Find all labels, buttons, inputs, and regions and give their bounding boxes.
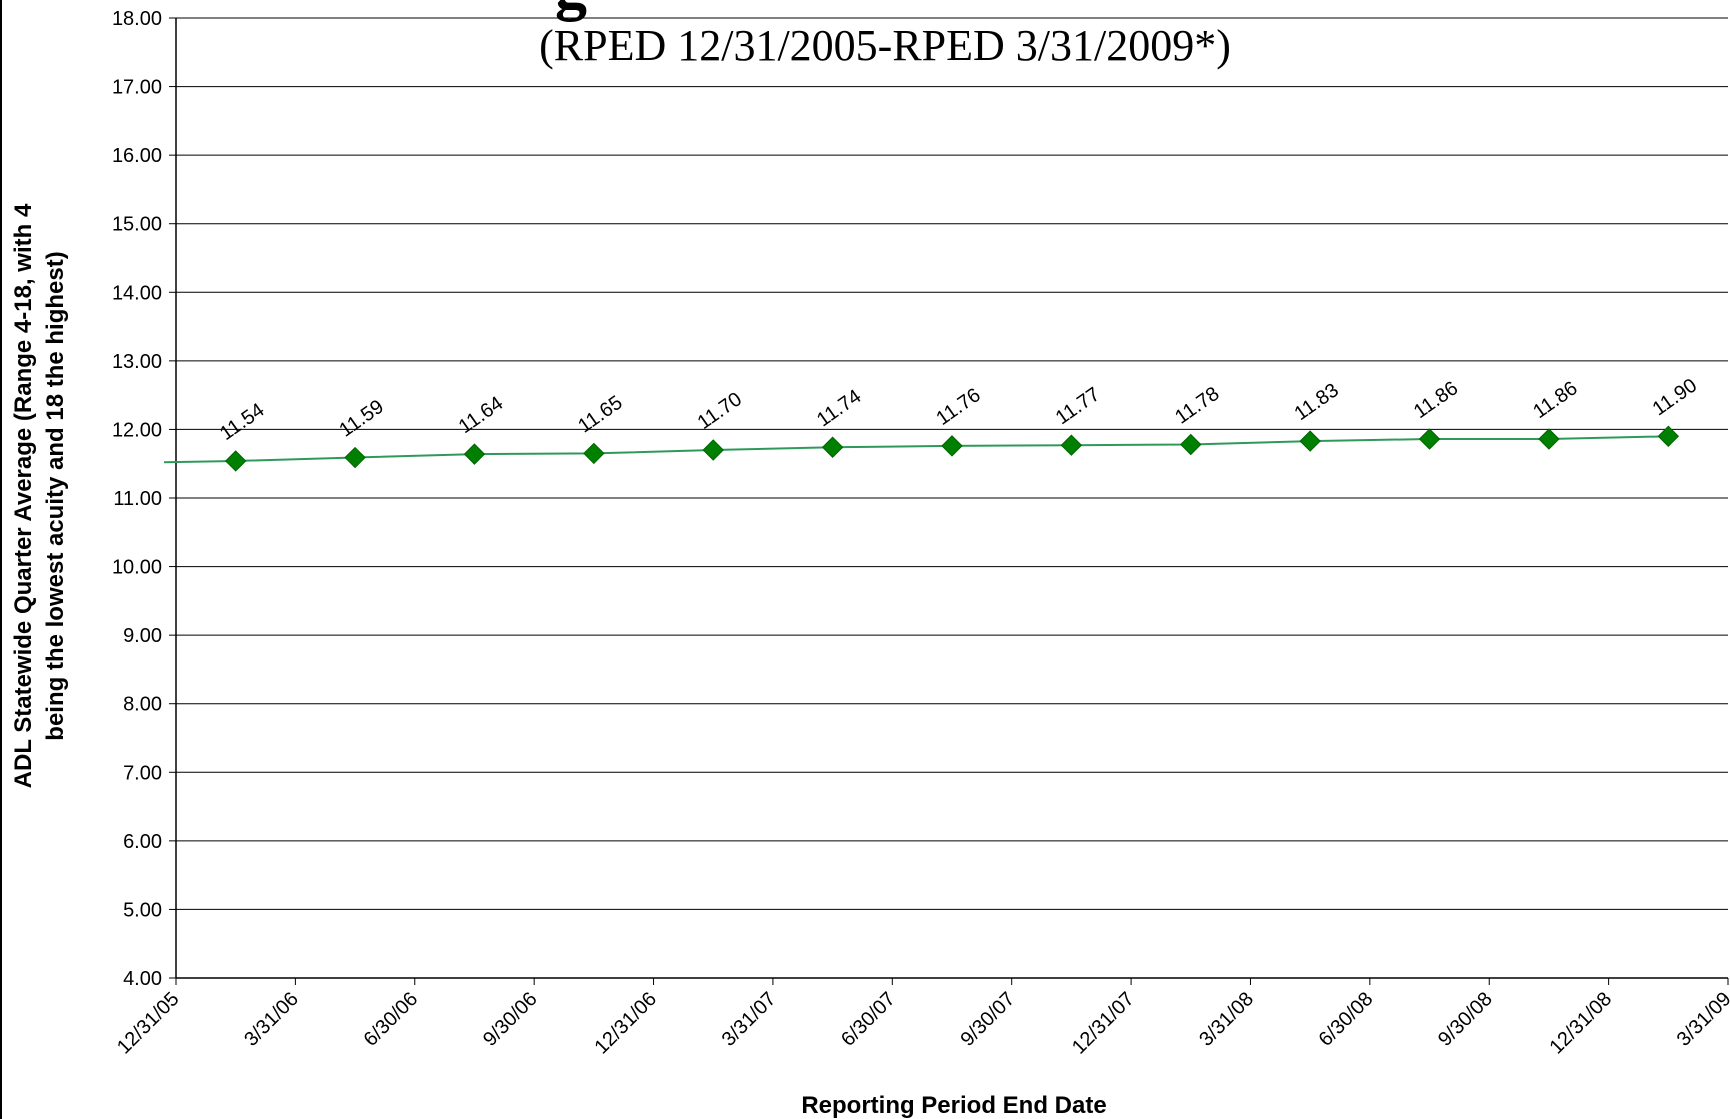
data-point [1418, 428, 1441, 450]
y-axis-title-line-2: being the lowest acuity and 18 the highe… [42, 251, 69, 740]
data-label: 11.78 [1171, 383, 1223, 429]
x-tick-label: 3/31/08 [1195, 988, 1258, 1051]
data-label: 11.77 [1052, 383, 1104, 429]
data-label: 11.76 [932, 384, 984, 430]
x-tick-label: 9/30/06 [479, 988, 542, 1051]
data-label: 11.65 [574, 392, 626, 438]
x-axis-title: Reporting Period End Date [801, 1092, 1106, 1119]
x-tick-label: 3/31/09 [1673, 988, 1730, 1051]
y-tick-label: 15.00 [112, 214, 162, 236]
data-point [463, 443, 486, 465]
x-tick-labels: 12/31/05 3/31/06 6/30/06 9/30/06 12/31/06 3/3… [113, 988, 1730, 1059]
y-tick-label: 10.00 [112, 557, 162, 579]
data-label: 11.86 [1529, 377, 1581, 423]
axes [169, 17, 1729, 985]
y-tick-label: 18.00 [112, 8, 162, 30]
y-tick-labels: 4.00 5.00 6.00 7.00 8.00 9.00 10.00 11.00 12.00 1… [112, 8, 162, 990]
title-fragment: g [555, 0, 587, 22]
x-tick-label: 6/30/06 [360, 988, 423, 1051]
gridlines [176, 17, 1728, 910]
data-point [1060, 434, 1083, 456]
data-label: 11.74 [813, 385, 865, 431]
data-point [344, 446, 366, 469]
series-line [163, 435, 1669, 464]
x-tick-label: 12/31/06 [590, 988, 661, 1059]
data-point [941, 435, 963, 457]
y-axis-title-line-1: ADL Statewide Quarter Average (Range 4-1… [10, 203, 37, 788]
x-tick-label: 9/30/08 [1434, 988, 1497, 1051]
y-tick-label: 17.00 [112, 77, 162, 99]
y-tick-label: 6.00 [123, 831, 162, 853]
chart-subtitle: (RPED 12/31/2005-RPED 3/31/2009*) [539, 21, 1231, 70]
y-tick-label: 5.00 [123, 899, 162, 921]
y-tick-label: 12.00 [112, 419, 162, 441]
y-tick-label: 16.00 [112, 145, 162, 167]
data-point [583, 442, 605, 465]
y-axis-title: ADL Statewide Quarter Average (Range 4-1… [10, 203, 69, 788]
y-tick-label: 7.00 [123, 762, 162, 784]
data-label: 11.64 [455, 392, 507, 438]
x-tick-label: 6/30/08 [1315, 988, 1378, 1051]
x-tick-label: 12/31/08 [1546, 988, 1617, 1059]
y-tick-label: 13.00 [112, 351, 162, 373]
data-point [1538, 428, 1560, 450]
x-tick-label: 3/31/07 [718, 988, 781, 1051]
data-point [1180, 433, 1202, 456]
x-tick-label: 9/30/07 [956, 988, 1019, 1051]
data-point [702, 439, 724, 461]
data-point [1299, 430, 1321, 452]
y-tick-label: 9.00 [123, 625, 162, 647]
data-point [821, 436, 844, 458]
data-point [224, 450, 247, 472]
data-labels: 11.54 11.59 11.64 11.65 11.70 11.74 11.76 11.77… [216, 374, 1701, 445]
y-tick-label: 8.00 [123, 694, 162, 716]
data-label: 11.59 [335, 396, 387, 442]
data-label: 11.83 [1291, 379, 1343, 425]
y-tick-label: 4.00 [123, 968, 162, 990]
y-tick-label: 11.00 [113, 488, 162, 510]
x-tick-label: 12/31/05 [113, 988, 184, 1059]
data-label: 11.70 [694, 388, 746, 434]
x-tick-label: 6/30/07 [837, 988, 900, 1051]
x-tick-label: 12/31/07 [1068, 988, 1139, 1059]
x-tick-label: 3/31/06 [240, 988, 303, 1051]
data-label: 11.90 [1649, 374, 1701, 420]
series-adl-average [163, 425, 1680, 472]
data-label: 11.54 [216, 399, 268, 445]
data-label: 11.86 [1410, 377, 1462, 423]
data-point [1657, 425, 1680, 447]
y-tick-label: 14.00 [112, 282, 162, 304]
